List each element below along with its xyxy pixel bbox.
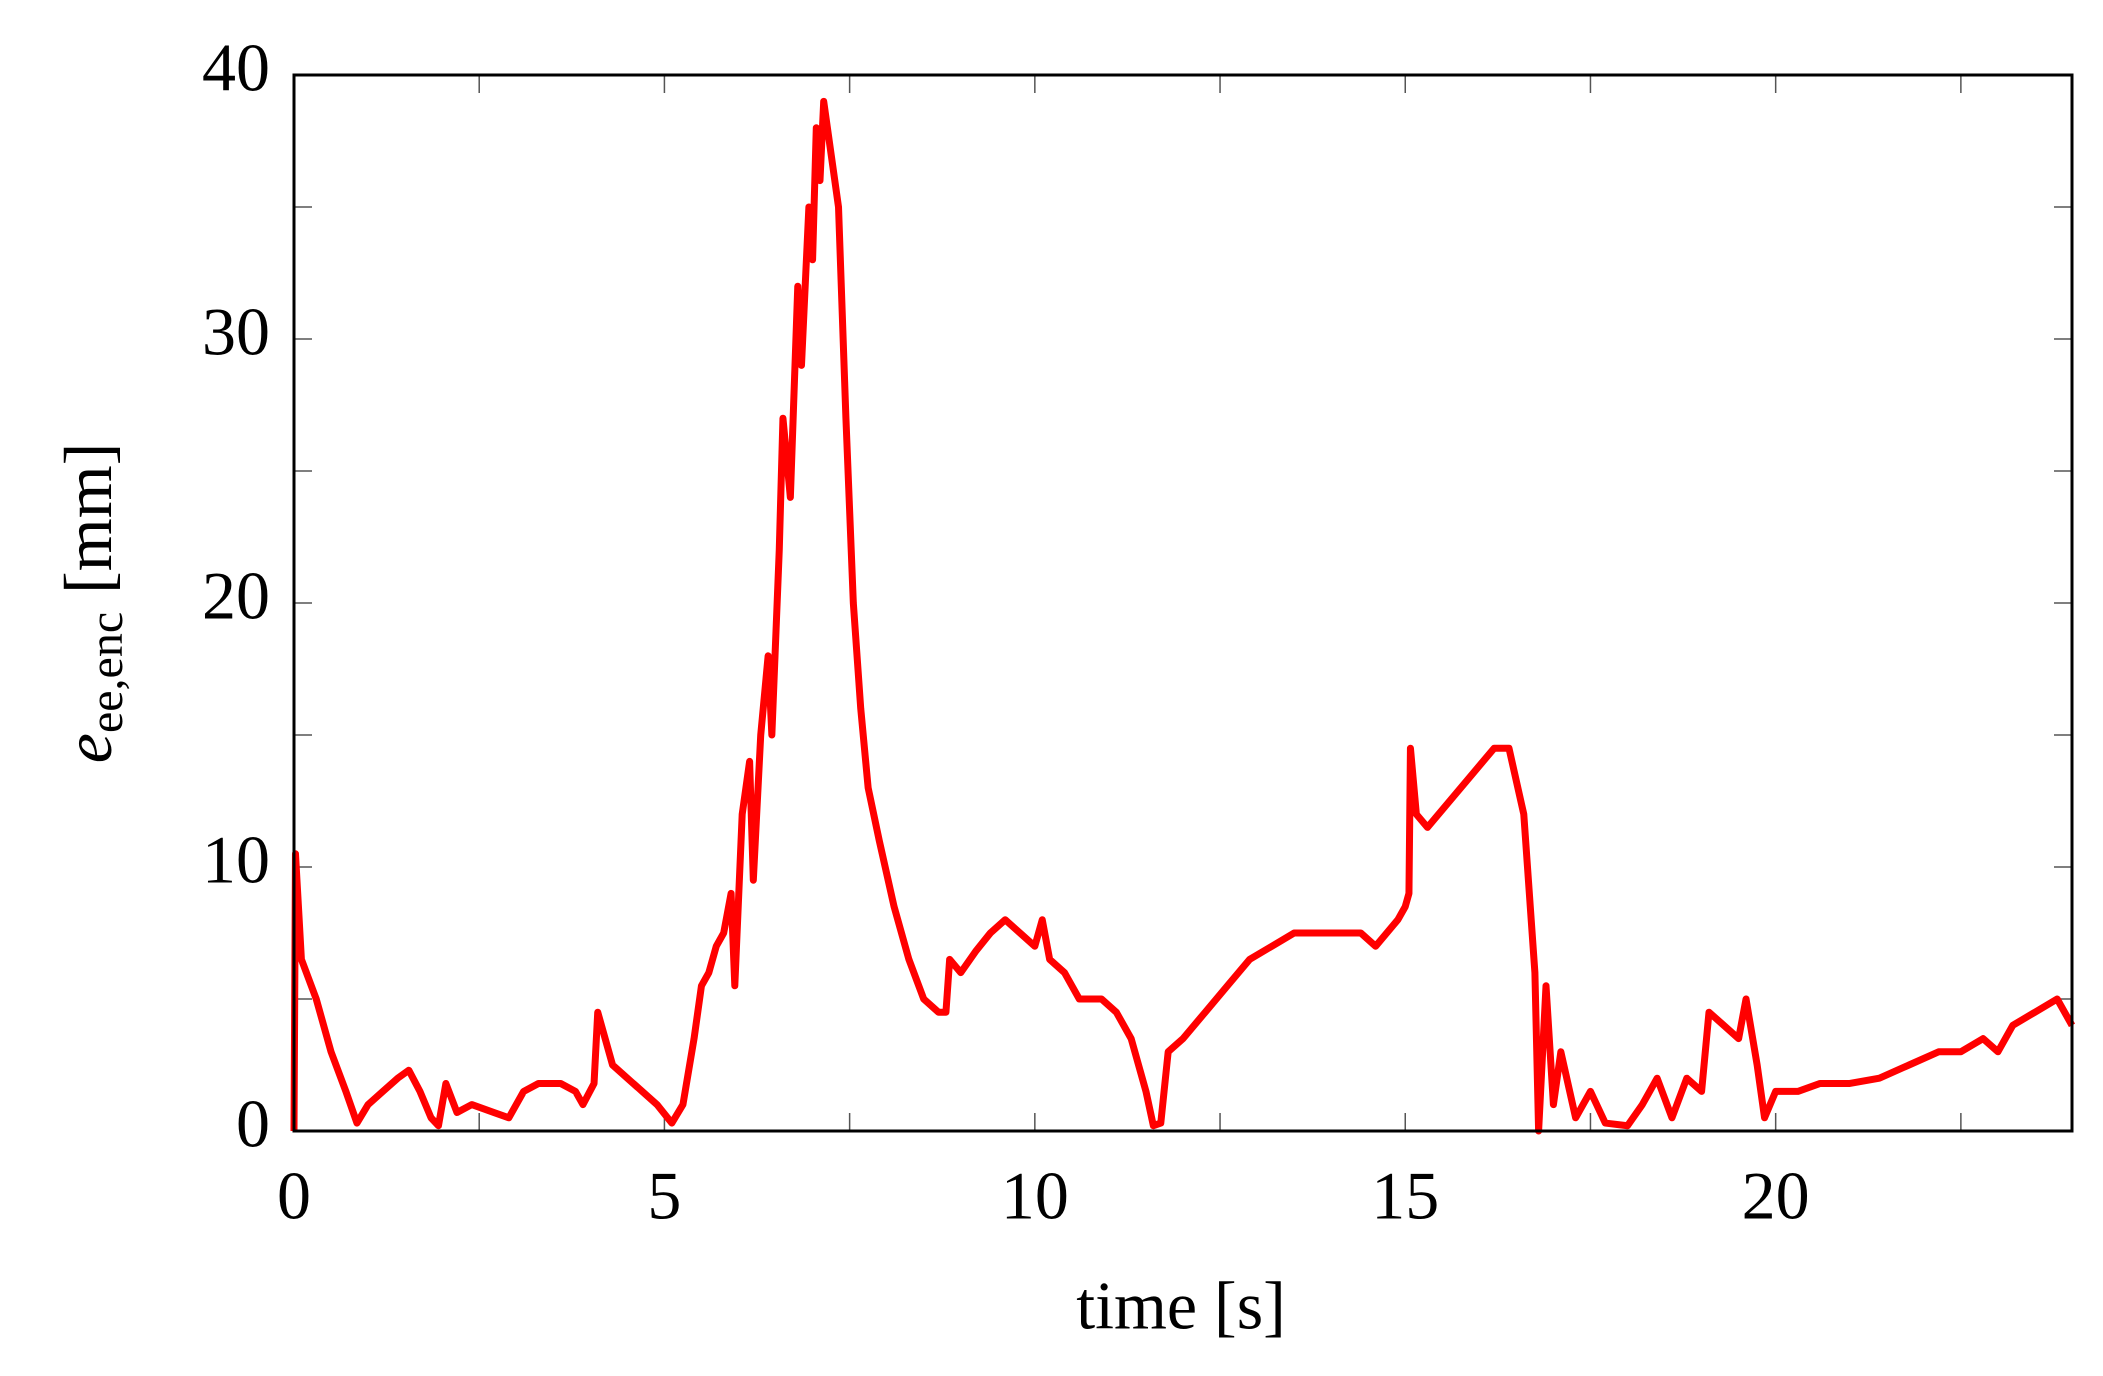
x-tick-label: 15 [1371, 1158, 1439, 1234]
y-label-subscript: ee,enc [80, 612, 133, 733]
y-tick-label: 20 [202, 558, 270, 634]
y-tick-label: 10 [202, 822, 270, 898]
x-axis-label: time [s] [1076, 1268, 1286, 1344]
y-tick-label: 0 [236, 1086, 270, 1162]
y-axis-label: eee,enc [mm] [50, 443, 133, 763]
y-tick-label: 40 [202, 30, 270, 106]
x-tick-label: 0 [277, 1158, 311, 1234]
x-tick-label: 5 [647, 1158, 681, 1234]
y-label-symbol: e [50, 733, 126, 763]
y-tick-label: 30 [202, 294, 270, 370]
plot-frame [292, 73, 2074, 1133]
x-tick-label: 20 [1742, 1158, 1810, 1234]
data-line [290, 97, 2076, 1135]
x-tick-label: 10 [1001, 1158, 1069, 1234]
y-label-unit: [mm] [50, 443, 126, 594]
